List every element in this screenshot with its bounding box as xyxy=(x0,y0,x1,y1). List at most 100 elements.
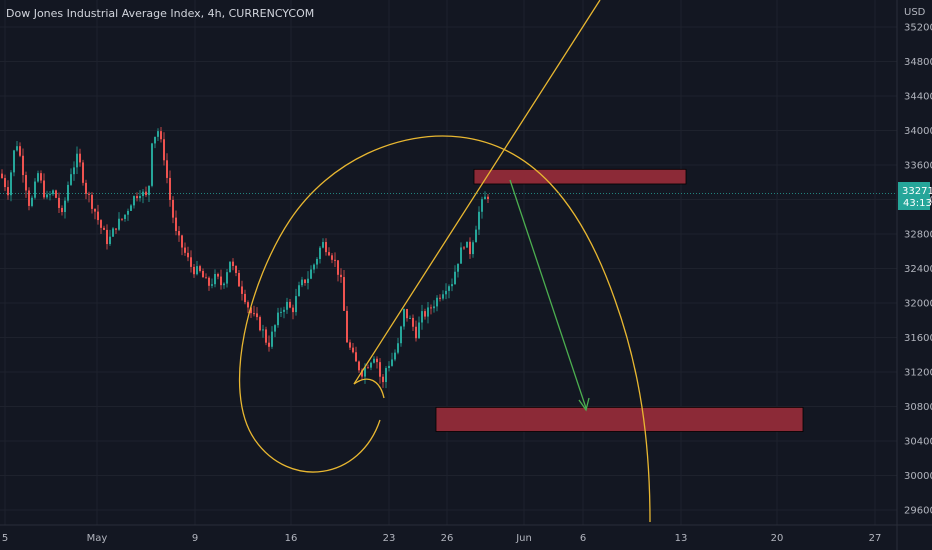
candle xyxy=(403,308,405,330)
hook-drawing[interactable] xyxy=(353,378,385,399)
candle xyxy=(64,197,66,219)
candle xyxy=(10,170,12,202)
candle xyxy=(373,356,375,364)
candle xyxy=(355,346,357,362)
candle xyxy=(484,191,486,200)
y-tick-label: 30800 xyxy=(904,402,932,413)
resistance-zone[interactable] xyxy=(473,168,687,185)
x-tick-label: 13 xyxy=(675,533,688,544)
candle xyxy=(46,190,48,200)
candle xyxy=(7,180,9,200)
x-tick-label: May xyxy=(87,533,108,544)
candle xyxy=(358,360,360,373)
candle xyxy=(307,271,309,290)
x-tick-label: 23 xyxy=(383,533,396,544)
candle xyxy=(61,205,63,216)
candle xyxy=(160,127,162,143)
candle xyxy=(310,265,312,280)
candle xyxy=(136,192,138,202)
chart-title: Dow Jones Industrial Average Index, 4h, … xyxy=(6,7,314,20)
candle xyxy=(481,196,483,219)
candle xyxy=(259,315,261,332)
candle xyxy=(352,343,354,354)
candle xyxy=(322,238,324,249)
candle xyxy=(469,237,471,259)
y-tick-label: 34800 xyxy=(904,57,932,68)
candle xyxy=(262,324,264,338)
candle xyxy=(421,304,423,330)
candle xyxy=(463,246,465,250)
candle xyxy=(448,284,450,299)
candle xyxy=(145,186,147,198)
candle xyxy=(385,366,387,389)
price-tag-countdown: 43:13 xyxy=(903,198,932,209)
candle xyxy=(313,263,315,274)
candle xyxy=(418,316,420,339)
candle xyxy=(148,185,150,202)
candle xyxy=(343,269,345,312)
candle xyxy=(280,307,282,317)
candle xyxy=(181,234,183,256)
candle xyxy=(133,195,135,209)
candle xyxy=(178,226,180,242)
candle xyxy=(328,247,330,257)
x-tick-label: 16 xyxy=(285,533,298,544)
candle xyxy=(304,279,306,286)
candle xyxy=(445,283,447,300)
candle xyxy=(91,192,93,214)
y-tick-label: 30400 xyxy=(904,437,932,448)
candle xyxy=(70,168,72,186)
candle xyxy=(199,264,201,273)
candle xyxy=(316,257,318,269)
projection-arrow[interactable] xyxy=(509,179,587,409)
candle xyxy=(388,361,390,372)
candle xyxy=(202,268,204,278)
candle xyxy=(115,228,117,234)
candle xyxy=(31,195,33,208)
candle xyxy=(406,308,408,322)
candle xyxy=(391,352,393,367)
candle xyxy=(175,210,177,236)
candle xyxy=(223,282,225,289)
candle xyxy=(235,265,237,277)
candle xyxy=(37,170,39,183)
y-tick-label: 35200 xyxy=(904,23,932,34)
candle xyxy=(466,241,468,248)
candle xyxy=(394,349,396,362)
candle xyxy=(478,206,480,235)
candle xyxy=(283,306,285,319)
candle xyxy=(55,189,57,199)
candle xyxy=(40,170,42,184)
candle xyxy=(346,306,348,343)
candle xyxy=(241,280,243,301)
candle xyxy=(166,153,168,184)
candle xyxy=(370,361,372,371)
x-tick-label: 20 xyxy=(771,533,784,544)
candle xyxy=(154,136,156,149)
candle xyxy=(109,229,111,246)
candle xyxy=(337,260,339,282)
candle xyxy=(196,261,198,276)
candle xyxy=(265,326,267,346)
price-tag-value: 33271 xyxy=(902,186,932,197)
candle xyxy=(34,178,36,200)
candle xyxy=(205,273,207,279)
candle xyxy=(460,242,462,264)
arrow-head xyxy=(578,397,590,412)
candle xyxy=(214,269,216,288)
trend-line[interactable] xyxy=(353,0,601,385)
target-zone[interactable] xyxy=(435,406,804,432)
candle xyxy=(43,173,45,200)
candle xyxy=(475,225,477,243)
candle xyxy=(427,302,429,324)
candle xyxy=(82,159,84,186)
y-tick-label: 29600 xyxy=(904,506,932,517)
ellipse-drawing[interactable] xyxy=(238,135,651,523)
time-axis[interactable]: 5 May 9 16 23 26 Jun 6 13 20 27 xyxy=(0,524,932,544)
currency-label: USD xyxy=(904,7,926,18)
candle xyxy=(256,307,258,321)
candle xyxy=(220,269,222,290)
candle xyxy=(211,278,213,289)
